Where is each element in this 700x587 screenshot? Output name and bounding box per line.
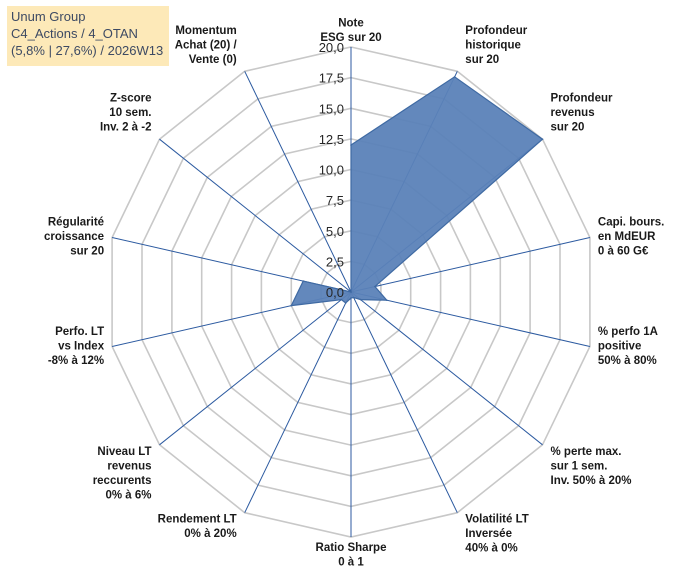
data-point	[350, 297, 352, 299]
axis-spoke	[350, 291, 543, 446]
axis-label-line: Niveau LT	[97, 446, 151, 458]
axis-label-line: Z-score	[110, 93, 152, 105]
axis-label-line: Momentum	[175, 25, 236, 37]
stats-label: (5,8% | 27,6%) / 2026W13	[11, 43, 164, 58]
axis-label: % perfo 1A positive 50% à 80%	[598, 326, 658, 367]
axis-label: Profondeur revenus sur 20	[551, 93, 613, 134]
data-point	[374, 285, 376, 288]
data-point	[359, 298, 362, 301]
axis-label: Note ESG sur 20	[320, 18, 381, 45]
portfolio-label: C4_Actions / 4_OTAN	[11, 26, 138, 41]
axis-label-line: sur 20	[551, 122, 585, 134]
axis-label-line: reccurents	[93, 475, 152, 487]
axis-label-line: Inversée	[465, 528, 512, 540]
axis-label-line: 40% à 0%	[465, 543, 517, 555]
axis-label: Momentum Achat (20) / Vente (0)	[175, 25, 238, 66]
data-point	[344, 302, 347, 304]
axis-spoke	[244, 291, 352, 513]
axis-label: Profondeur historique sur 20	[465, 25, 527, 66]
axis-label-line: Note	[338, 18, 364, 30]
tick-label: 0,0	[326, 285, 344, 300]
axis-label-line: sur 20	[465, 54, 499, 66]
axis-label-line: Vente (0)	[189, 54, 237, 66]
data-point	[386, 299, 388, 302]
data-point	[541, 138, 544, 140]
axis-label-line: Volatilité LT	[465, 514, 528, 526]
axis-label-line: historique	[465, 39, 521, 51]
axis-label: Z-score 10 sem. Inv. 2 à -2	[100, 93, 152, 134]
axis-label-line: 0% à 20%	[184, 528, 236, 540]
axis-label-line: croissance	[44, 231, 104, 243]
info-box: Unum Group C4_Actions / 4_OTAN (5,8% | 2…	[7, 6, 169, 66]
axis-label-line: Capi. bours.	[598, 217, 664, 229]
tick-label: 2,5	[326, 254, 344, 269]
axis-label-line: Ratio Sharpe	[316, 542, 387, 554]
axis-label-line: positive	[598, 340, 641, 352]
axis-label: Perfo. LT vs Index -8% à 12%	[48, 326, 105, 367]
axis-label-line: Rendement LT	[158, 514, 237, 526]
company-name: Unum Group	[11, 9, 86, 24]
axis-spoke	[350, 291, 591, 347]
data-point	[352, 296, 355, 299]
axis-label-line: 10 sem.	[109, 107, 151, 119]
axis-label-line: % perfo 1A	[598, 326, 658, 338]
axis-label-line: -8% à 12%	[48, 355, 104, 367]
axis-label-line: 0% à 6%	[105, 489, 151, 501]
axis-label-line: sur 1 sem.	[551, 460, 608, 472]
data-point	[290, 304, 293, 307]
axis-label: Capi. bours. en MdEUR 0 à 60 G€	[598, 217, 664, 258]
tick-label: 10,0	[319, 163, 344, 178]
axis-label-line: Profondeur	[465, 25, 527, 37]
axis-label-line: sur 20	[70, 246, 104, 258]
axis-label-line: revenus	[551, 107, 595, 119]
tick-label: 5,0	[326, 224, 344, 239]
data-point	[350, 144, 352, 146]
axis-label: % perte max. sur 1 sem. Inv. 50% à 20%	[551, 446, 632, 487]
axis-label-line: revenus	[107, 460, 151, 472]
axis-label-line: Inv. 50% à 20%	[551, 475, 632, 487]
axis-label: Volatilité LT Inversée 40% à 0%	[465, 514, 528, 555]
axis-spoke	[159, 138, 352, 293]
axis-label-line: 50% à 80%	[598, 355, 657, 367]
axis-label-line: Achat (20) /	[175, 39, 238, 51]
axis-label-line: Régularité	[48, 217, 104, 229]
axis-spoke	[350, 237, 591, 293]
axis-label: Rendement LT 0% à 20%	[158, 514, 237, 541]
tick-label: 15,0	[319, 101, 344, 116]
data-point	[453, 76, 456, 78]
data-point	[350, 291, 352, 293]
tick-label: 17,5	[319, 71, 344, 86]
tick-label: 12,5	[319, 132, 344, 147]
axis-spoke	[244, 71, 352, 293]
tick-label: 20,0	[319, 40, 344, 55]
axis-spoke	[159, 291, 352, 446]
tick-label: 7,5	[326, 193, 344, 208]
axis-label-line: ESG sur 20	[320, 32, 381, 44]
axis-label: Régularité croissance sur 20	[44, 217, 104, 258]
axis-label-line: % perte max.	[551, 446, 622, 458]
axis-label-line: Inv. 2 à -2	[100, 122, 152, 134]
axis-label-line: 0 à 60 G€	[598, 246, 649, 258]
axis-label-line: Profondeur	[551, 93, 613, 105]
data-point	[302, 280, 305, 282]
axis-spoke	[350, 291, 458, 513]
axis-label-line: Perfo. LT	[55, 326, 104, 338]
axis-label-line: vs Index	[58, 340, 105, 352]
axis-label: Ratio Sharpe 0 à 1	[316, 542, 387, 569]
axis-label: Niveau LT revenus reccurents 0% à 6%	[93, 446, 152, 502]
data-point	[340, 298, 343, 301]
series-area	[290, 76, 544, 307]
axis-label-line: en MdEUR	[598, 231, 656, 243]
axis-label-line: 0 à 1	[338, 557, 364, 569]
